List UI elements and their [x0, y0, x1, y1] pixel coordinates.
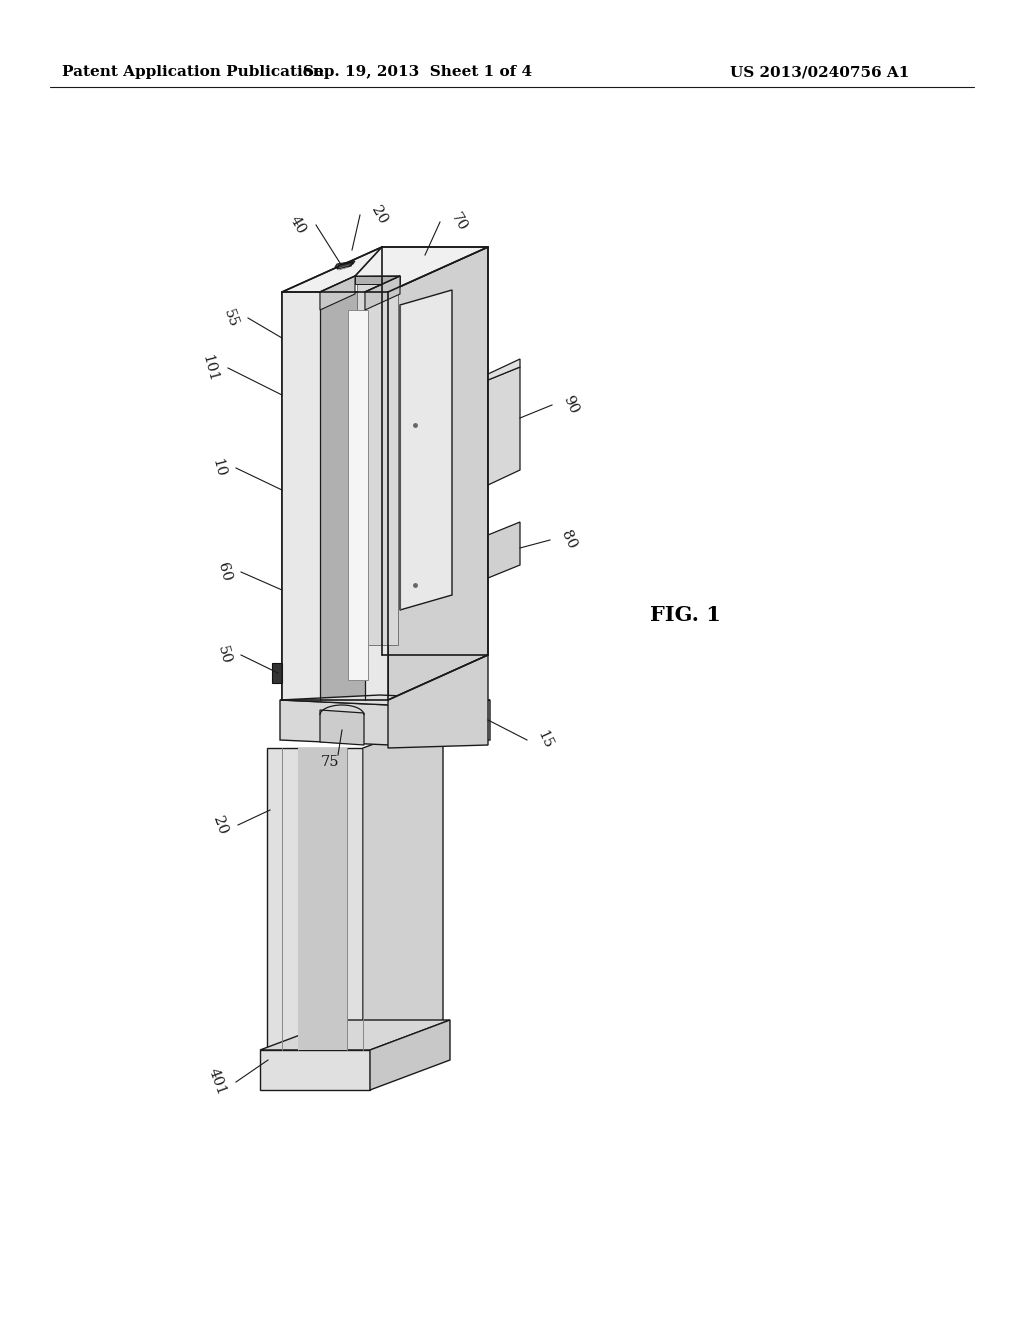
Polygon shape — [319, 292, 365, 700]
Polygon shape — [282, 292, 388, 700]
Text: 10: 10 — [210, 457, 228, 479]
Text: 15: 15 — [535, 729, 555, 751]
Polygon shape — [488, 359, 520, 380]
Text: 60: 60 — [215, 561, 233, 583]
Text: FIG. 1: FIG. 1 — [650, 605, 721, 624]
Polygon shape — [390, 700, 490, 744]
Polygon shape — [370, 1020, 450, 1090]
Text: 40: 40 — [287, 214, 308, 236]
Polygon shape — [388, 655, 488, 748]
Polygon shape — [365, 276, 400, 310]
Polygon shape — [272, 663, 282, 682]
Text: Sep. 19, 2013  Sheet 1 of 4: Sep. 19, 2013 Sheet 1 of 4 — [303, 65, 532, 79]
Text: 101: 101 — [200, 352, 220, 383]
Polygon shape — [280, 700, 390, 744]
Polygon shape — [355, 247, 488, 292]
Polygon shape — [282, 247, 382, 292]
Text: 20: 20 — [368, 203, 389, 227]
Text: 50: 50 — [215, 644, 233, 665]
Polygon shape — [488, 367, 520, 484]
Polygon shape — [260, 1020, 450, 1049]
Polygon shape — [282, 292, 319, 700]
Text: Patent Application Publication: Patent Application Publication — [62, 65, 324, 79]
Polygon shape — [335, 261, 355, 267]
Text: 80: 80 — [558, 528, 579, 552]
Polygon shape — [357, 284, 398, 645]
Polygon shape — [488, 521, 520, 578]
Text: 90: 90 — [560, 393, 581, 416]
Polygon shape — [355, 276, 400, 284]
Text: 401: 401 — [206, 1067, 228, 1097]
Polygon shape — [298, 748, 347, 1049]
Text: 70: 70 — [449, 210, 469, 234]
Polygon shape — [365, 292, 388, 700]
Text: 75: 75 — [321, 755, 339, 770]
Text: 55: 55 — [220, 308, 240, 329]
Polygon shape — [400, 290, 452, 610]
Polygon shape — [260, 1049, 370, 1090]
Text: 20: 20 — [211, 814, 230, 836]
Text: US 2013/0240756 A1: US 2013/0240756 A1 — [730, 65, 909, 79]
Polygon shape — [362, 718, 443, 1049]
Polygon shape — [280, 696, 490, 705]
Polygon shape — [348, 310, 368, 680]
Polygon shape — [319, 276, 355, 310]
Polygon shape — [267, 748, 362, 1049]
Polygon shape — [337, 261, 353, 269]
Polygon shape — [388, 247, 488, 700]
Polygon shape — [319, 710, 364, 744]
